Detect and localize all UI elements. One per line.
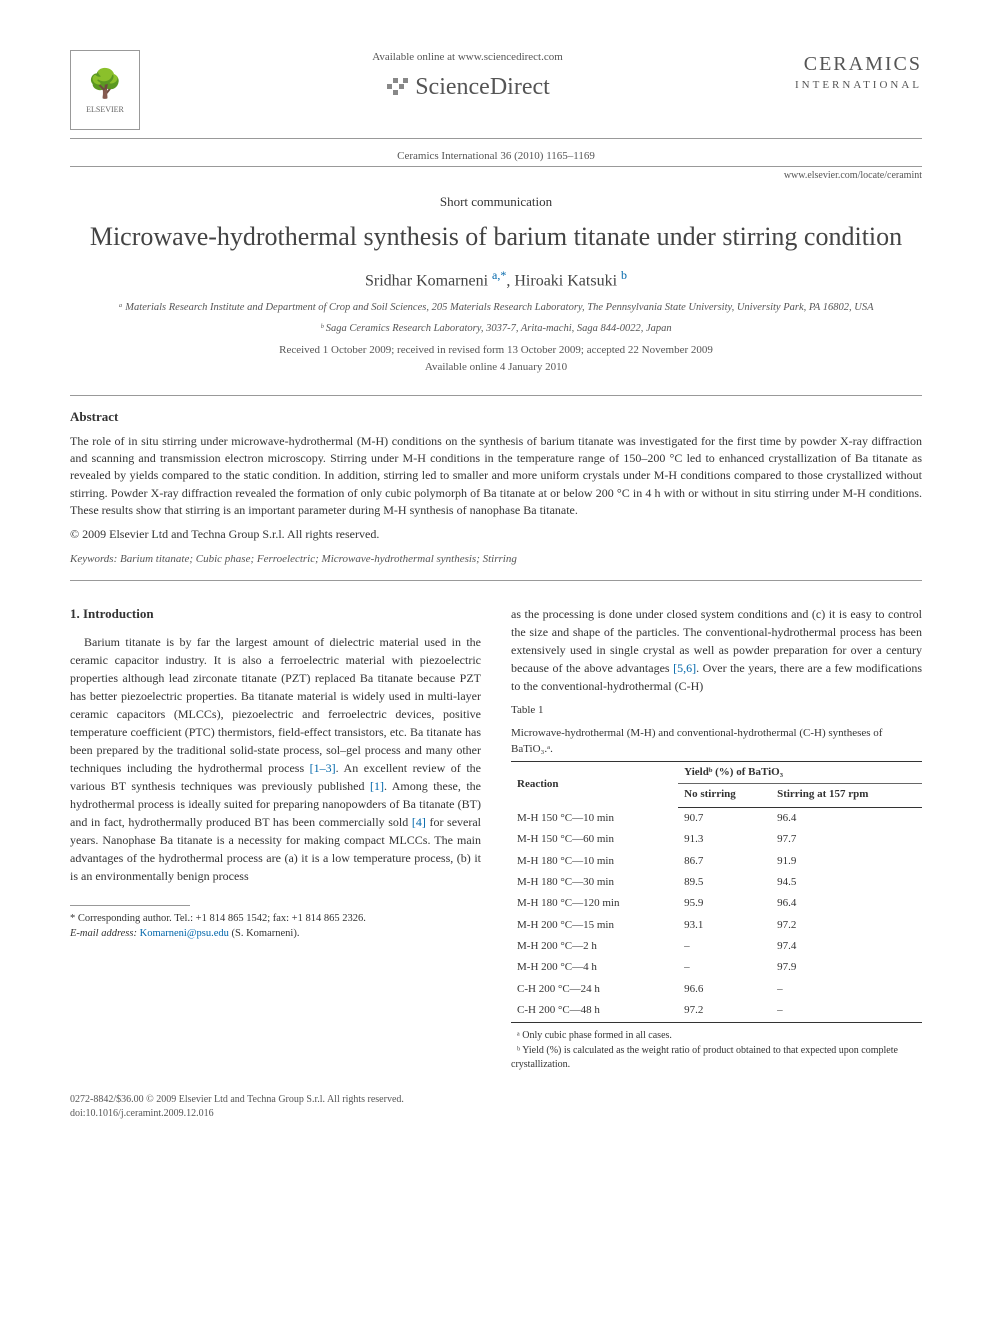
- article-title: Microwave-hydrothermal synthesis of bari…: [70, 220, 922, 254]
- table-row: M-H 180 °C—120 min95.996.4: [511, 893, 922, 914]
- corresponding-author-note: * Corresponding author. Tel.: +1 814 865…: [70, 912, 481, 927]
- header-rule-top: [70, 138, 922, 139]
- table-col-nostir: No stirring: [678, 784, 771, 807]
- email-label: E-mail address:: [70, 928, 140, 939]
- journal-name-top: CERAMICS: [804, 53, 922, 75]
- table-1-caption: Microwave-hydrothermal (M-H) and convent…: [511, 726, 922, 757]
- abstract-body: The role of in situ stirring under micro…: [70, 433, 922, 520]
- elsevier-logo: 🌳 ELSEVIER: [70, 50, 140, 130]
- ref-link-1[interactable]: [1]: [370, 779, 384, 793]
- dates-received: Received 1 October 2009; received in rev…: [279, 344, 713, 356]
- table-row: M-H 200 °C—4 h–97.9: [511, 957, 922, 978]
- journal-title-right: CERAMICS INTERNATIONAL: [795, 50, 922, 93]
- table-col-yield: Yieldᵇ (%) of BaTiO₃: [678, 761, 922, 783]
- author-2-affil-link[interactable]: b: [621, 268, 627, 282]
- table-footnote-b: ᵇ Yield (%) is calculated as the weight …: [511, 1044, 922, 1071]
- table-row: M-H 180 °C—30 min89.594.5: [511, 872, 922, 893]
- table-row: M-H 150 °C—10 min90.796.4: [511, 807, 922, 829]
- ref-link-5-6[interactable]: [5,6]: [673, 661, 696, 675]
- table-1-body: M-H 150 °C—10 min90.796.4 M-H 150 °C—60 …: [511, 807, 922, 1022]
- dates-online: Available online 4 January 2010: [425, 361, 567, 373]
- table-row: M-H 200 °C—2 h–97.4: [511, 936, 922, 957]
- abstract-rule-top: [70, 395, 922, 396]
- page-bottom-line: 0272-8842/$36.00 © 2009 Elsevier Ltd and…: [70, 1093, 922, 1121]
- header-rule-bottom: [70, 166, 922, 167]
- ref-link-4[interactable]: [4]: [412, 815, 426, 829]
- sciencedirect-icon: [385, 76, 409, 100]
- article-type: Short communication: [70, 193, 922, 211]
- table-1: Reaction Yieldᵇ (%) of BaTiO₃ No stirrin…: [511, 761, 922, 1023]
- tree-icon: 🌳: [88, 65, 123, 104]
- citation-line: Ceramics International 36 (2010) 1165–11…: [70, 149, 922, 164]
- table-col-stir: Stirring at 157 rpm: [771, 784, 922, 807]
- abstract-copyright: © 2009 Elsevier Ltd and Techna Group S.r…: [70, 526, 922, 543]
- table-row: C-H 200 °C—48 h97.2–: [511, 1000, 922, 1022]
- table-row: M-H 150 °C—60 min91.397.7: [511, 829, 922, 850]
- affiliation-a: ᵃ Materials Research Institute and Depar…: [70, 301, 922, 316]
- issn-copyright: 0272-8842/$36.00 © 2009 Elsevier Ltd and…: [70, 1094, 404, 1105]
- keywords-line: Keywords: Barium titanate; Cubic phase; …: [70, 552, 922, 567]
- table-row: M-H 200 °C—15 min93.197.2: [511, 915, 922, 936]
- elsevier-label: ELSEVIER: [86, 104, 124, 115]
- author-1: Sridhar Komarneni: [365, 273, 488, 290]
- email-line: E-mail address: Komarneni@psu.edu (S. Ko…: [70, 927, 481, 942]
- abstract-heading: Abstract: [70, 408, 922, 426]
- page-header: 🌳 ELSEVIER Available online at www.scien…: [70, 50, 922, 130]
- available-online-text: Available online at www.sciencedirect.co…: [160, 50, 775, 65]
- intro-para-2: as the processing is done under closed s…: [511, 605, 922, 695]
- two-column-body: 1. Introduction Barium titanate is by fa…: [70, 605, 922, 1073]
- affiliation-b: ᵇ Saga Ceramics Research Laboratory, 303…: [70, 322, 922, 337]
- email-tail: (S. Komarneni).: [229, 928, 300, 939]
- article-dates: Received 1 October 2009; received in rev…: [70, 342, 922, 375]
- author-2: Hiroaki Katsuki: [514, 273, 617, 290]
- center-header: Available online at www.sciencedirect.co…: [140, 50, 795, 105]
- intro-heading: 1. Introduction: [70, 605, 481, 623]
- sciencedirect-brand: ScienceDirect: [385, 71, 550, 105]
- doi-line: doi:10.1016/j.ceramint.2009.12.016: [70, 1108, 214, 1119]
- table-footnote-a: ᵃ Only cubic phase formed in all cases.: [511, 1029, 922, 1043]
- table-row: C-H 200 °C—24 h96.6–: [511, 979, 922, 1000]
- footnote-separator: [70, 905, 190, 906]
- sciencedirect-text: ScienceDirect: [415, 71, 550, 105]
- table-col-reaction: Reaction: [511, 761, 678, 807]
- keywords-values: Barium titanate; Cubic phase; Ferroelect…: [117, 553, 517, 565]
- ref-link-1-3[interactable]: [1–3]: [310, 761, 336, 775]
- right-column: as the processing is done under closed s…: [511, 605, 922, 1073]
- email-link[interactable]: Komarneni@psu.edu: [140, 928, 229, 939]
- left-column: 1. Introduction Barium titanate is by fa…: [70, 605, 481, 1073]
- abstract-rule-bottom: [70, 580, 922, 581]
- journal-name-sub: INTERNATIONAL: [795, 78, 922, 93]
- table-1-label: Table 1: [511, 703, 922, 718]
- intro-para-1: Barium titanate is by far the largest am…: [70, 633, 481, 885]
- table-row: M-H 180 °C—10 min86.791.9: [511, 851, 922, 872]
- keywords-label: Keywords:: [70, 553, 117, 565]
- author-1-corr-link[interactable]: *: [500, 268, 506, 282]
- authors-line: Sridhar Komarneni a,*, Hiroaki Katsuki b: [70, 267, 922, 293]
- locate-url: www.elsevier.com/locate/ceramint: [70, 169, 922, 183]
